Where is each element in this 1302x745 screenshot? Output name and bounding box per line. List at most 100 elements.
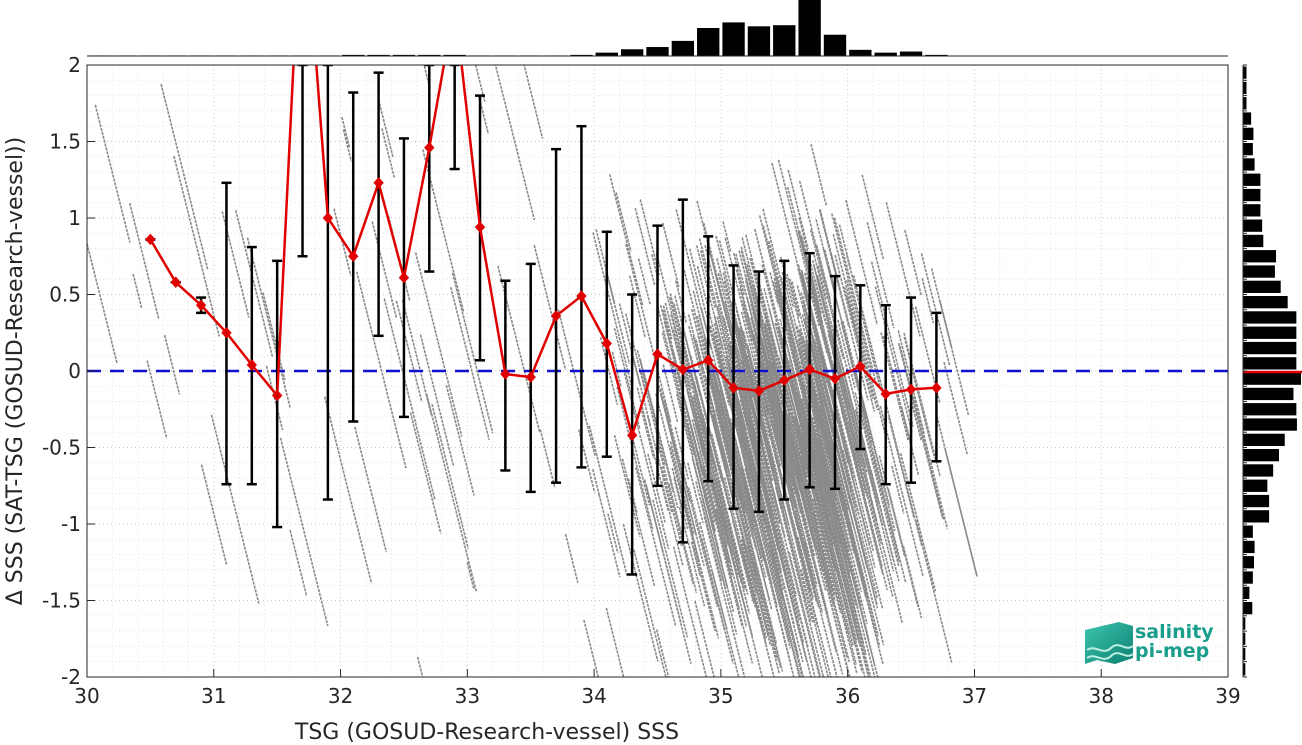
x-tick-label: 39: [1215, 684, 1240, 708]
top-histogram-bar: [620, 49, 644, 56]
mean-marker: [728, 382, 739, 394]
mean-marker: [652, 348, 663, 360]
right-histogram-bar: [1243, 663, 1246, 676]
y-tick-label: 1.5: [49, 130, 81, 154]
scatter-points: [87, 65, 978, 677]
mean-marker: [424, 141, 435, 154]
mean-marker: [322, 212, 334, 224]
x-tick-label: 38: [1088, 684, 1113, 708]
mean-marker: [804, 363, 815, 376]
x-tick-label: 30: [74, 684, 99, 708]
mean-marker: [931, 382, 942, 394]
mean-marker: [348, 250, 359, 262]
right-histogram-bar: [1243, 97, 1247, 110]
right-histogram-bar: [1243, 571, 1253, 584]
top-histogram-bar: [342, 54, 365, 56]
right-histogram-bar: [1243, 265, 1275, 278]
main-plot: 30 31 32 33 34 35 36 37 38 39 -2 -1.5 -1 -0.5 0 0.5 1 1.…: [42, 0, 1241, 708]
mean-marker: [626, 429, 638, 442]
right-histogram-bar: [1243, 403, 1297, 416]
logo-wave-line-icon: [1086, 644, 1134, 652]
top-histogram-bar: [595, 52, 618, 56]
x-axis-label: TSG (GOSUD-Research-vessel) SSS: [294, 720, 679, 745]
mean-marker: [601, 337, 612, 350]
y-tick-label: 0: [68, 359, 81, 383]
top-histogram-bar: [899, 51, 923, 56]
mean-marker: [525, 371, 536, 383]
mean-marker: [373, 177, 384, 189]
right-histogram-bar: [1243, 326, 1297, 339]
top-histogram-bar: [392, 54, 416, 56]
right-histogram-bar: [1243, 617, 1246, 630]
right-histogram-bar: [1243, 464, 1274, 477]
top-histogram-bar: [570, 54, 593, 56]
y-tick-label: 2: [68, 53, 81, 77]
right-histogram-bar: [1243, 188, 1261, 202]
x-tick-label: 34: [581, 684, 606, 708]
right-histogram-bar: [1243, 311, 1297, 324]
x-tick-label: 37: [962, 684, 987, 708]
y-axis: -2 -1.5 -1 -0.5 0 0.5 1 1.5 2: [42, 53, 95, 689]
mean-marker: [703, 354, 714, 367]
right-histogram-bar: [1243, 158, 1255, 171]
mean-marker: [246, 359, 257, 371]
mean-marker: [221, 327, 232, 339]
mean-marker: [677, 363, 689, 376]
mean-marker: [779, 374, 790, 386]
right-histogram-bar: [1243, 494, 1270, 508]
right-histogram-bar: [1243, 479, 1268, 492]
right-histogram-bar: [1243, 173, 1261, 186]
mean-marker: [880, 388, 891, 400]
mean-marker: [474, 221, 486, 233]
mean-marker: [271, 389, 283, 402]
mean-marker: [145, 233, 156, 246]
top-histogram-bar: [823, 34, 847, 56]
right-histogram-bar: [1243, 525, 1253, 538]
mean-marker: [829, 372, 841, 385]
top-histogram-bar: [671, 40, 695, 56]
right-histogram-bar: [1243, 296, 1288, 309]
right-histogram-bar: [1243, 357, 1297, 370]
x-tick-label: 31: [201, 684, 226, 708]
mean-marker: [905, 383, 917, 396]
y-tick-label: -1: [61, 512, 81, 536]
right-histogram-bar: [1243, 81, 1247, 95]
y-tick-label: 1: [68, 206, 81, 230]
right-histogram-bar: [1243, 250, 1277, 263]
right-histogram-bar: [1243, 372, 1301, 385]
right-histogram-bar: [1243, 433, 1285, 446]
right-histogram-bar: [1243, 632, 1246, 645]
top-histogram-bar: [443, 54, 466, 56]
right-histogram-bar: [1243, 418, 1297, 431]
mean-marker: [753, 385, 765, 397]
y-tick-label: -0.5: [42, 436, 81, 460]
x-tick-label: 33: [455, 684, 480, 708]
right-histogram-bar: [1243, 586, 1250, 599]
top-histogram-bar: [849, 49, 872, 56]
top-histogram-bar: [646, 47, 669, 56]
top-histogram-bar: [697, 28, 720, 56]
mean-marker: [450, 0, 459, 9]
mean-marker: [398, 271, 410, 284]
x-axis: 30 31 32 33 34 35 36 37 38 39: [74, 669, 1241, 708]
scatter-streaks: [87, 65, 978, 677]
y-tick-label: 0.5: [49, 283, 81, 307]
mean-marker: [500, 368, 511, 380]
mean-marker: [170, 276, 181, 289]
top-histogram-bar: [418, 54, 441, 56]
logo-text-pimep: pi-mep: [1135, 640, 1209, 662]
y-axis-label: Δ SSS (SAT-TSG (GOSUD-Research-vessel)): [3, 137, 28, 605]
mean-marker: [550, 310, 562, 322]
y-tick-label: -1.5: [42, 589, 81, 613]
top-histogram-bar: [925, 54, 948, 56]
right-histogram-bar: [1243, 219, 1263, 232]
mean-marker: [195, 299, 207, 311]
right-histogram-bar: [1243, 112, 1252, 125]
right-histogram-bar: [1243, 66, 1247, 79]
right-histogram-bar: [1243, 602, 1253, 615]
right-histogram-bar: [1243, 234, 1264, 248]
right-histogram-bar: [1243, 143, 1253, 156]
right-histogram-bar: [1243, 280, 1281, 293]
mean-markers: [145, 0, 942, 442]
right-histogram-bar: [1243, 449, 1279, 462]
